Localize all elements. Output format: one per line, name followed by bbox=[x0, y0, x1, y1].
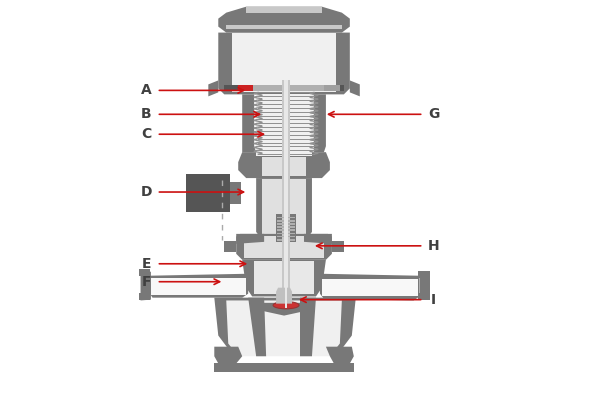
Bar bbox=[332, 241, 344, 252]
Bar bbox=[253, 85, 325, 91]
Bar bbox=[276, 214, 296, 242]
Text: B: B bbox=[141, 107, 152, 121]
Polygon shape bbox=[260, 303, 308, 316]
Bar bbox=[244, 236, 324, 258]
Polygon shape bbox=[214, 347, 242, 364]
Polygon shape bbox=[238, 152, 330, 178]
Text: G: G bbox=[428, 107, 439, 121]
Polygon shape bbox=[419, 272, 430, 300]
Bar bbox=[284, 80, 287, 308]
Polygon shape bbox=[300, 298, 316, 356]
Bar bbox=[262, 179, 306, 238]
Polygon shape bbox=[350, 80, 360, 96]
Text: I: I bbox=[431, 293, 436, 307]
Bar bbox=[277, 236, 295, 238]
Polygon shape bbox=[218, 7, 350, 32]
Text: F: F bbox=[142, 275, 151, 289]
Polygon shape bbox=[140, 271, 151, 300]
Polygon shape bbox=[248, 298, 266, 356]
Bar bbox=[151, 278, 246, 295]
Bar bbox=[277, 233, 295, 234]
Bar bbox=[277, 239, 295, 241]
Text: A: A bbox=[141, 83, 152, 97]
Text: C: C bbox=[142, 127, 152, 141]
Bar bbox=[281, 80, 290, 308]
Bar bbox=[277, 223, 295, 225]
Bar bbox=[277, 226, 295, 228]
Polygon shape bbox=[236, 234, 264, 244]
Bar bbox=[139, 268, 150, 276]
Polygon shape bbox=[208, 80, 218, 96]
Bar bbox=[226, 25, 342, 28]
Text: H: H bbox=[428, 239, 439, 253]
Bar bbox=[322, 279, 418, 296]
Bar bbox=[187, 174, 230, 212]
Bar bbox=[282, 238, 290, 308]
Bar bbox=[277, 217, 295, 218]
Bar bbox=[256, 94, 312, 156]
Text: E: E bbox=[142, 257, 151, 271]
Polygon shape bbox=[218, 32, 350, 94]
Bar bbox=[418, 293, 430, 300]
Polygon shape bbox=[214, 298, 356, 352]
Polygon shape bbox=[320, 274, 419, 300]
Bar bbox=[224, 241, 236, 252]
Polygon shape bbox=[149, 274, 248, 298]
Bar bbox=[277, 220, 295, 222]
Polygon shape bbox=[314, 94, 326, 152]
Bar bbox=[262, 157, 306, 176]
Bar bbox=[277, 230, 295, 231]
Bar bbox=[254, 261, 314, 294]
Polygon shape bbox=[276, 288, 292, 304]
Bar bbox=[230, 182, 241, 204]
Polygon shape bbox=[236, 234, 332, 260]
Polygon shape bbox=[304, 234, 332, 244]
Polygon shape bbox=[256, 178, 312, 240]
Bar bbox=[224, 85, 344, 91]
Bar bbox=[214, 364, 354, 372]
Bar bbox=[324, 85, 340, 91]
Bar bbox=[139, 293, 150, 300]
Polygon shape bbox=[326, 347, 354, 364]
Text: D: D bbox=[141, 185, 152, 199]
Bar bbox=[246, 7, 322, 13]
Bar bbox=[285, 238, 287, 308]
Bar bbox=[418, 270, 430, 278]
Polygon shape bbox=[226, 300, 342, 356]
Polygon shape bbox=[242, 260, 326, 296]
Bar bbox=[232, 33, 336, 92]
Bar bbox=[238, 85, 253, 91]
Ellipse shape bbox=[273, 302, 299, 309]
Polygon shape bbox=[242, 94, 256, 152]
Bar bbox=[256, 156, 312, 178]
